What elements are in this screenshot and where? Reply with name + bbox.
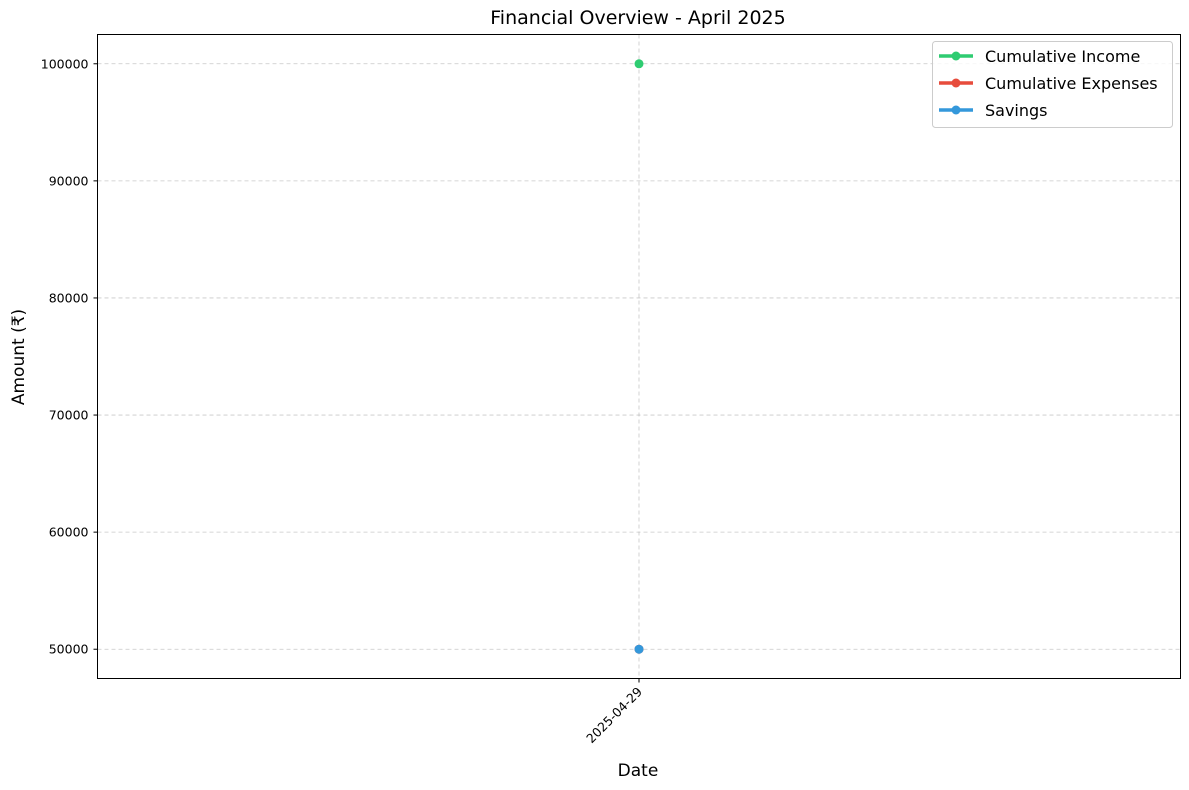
plot-frame [97,34,1181,679]
series-layer [634,59,644,654]
legend-swatch-marker [951,51,961,61]
y-tick-label: 80000 [49,290,89,305]
legend-box [932,41,1173,128]
y-tick-label: 100000 [41,56,89,71]
legend-swatch-marker [951,78,961,88]
legend-swatch-marker [951,105,961,115]
legend-label: Cumulative Expenses [985,74,1158,93]
y-axis-ticks: 50000 60000 70000 80000 90000 100000 [41,56,98,657]
y-tick-label: 60000 [49,525,89,540]
series-savings [634,644,644,654]
y-axis-label: Amount (₹) [9,309,29,405]
y-tick-label: 90000 [49,173,89,188]
data-point-savings [634,644,644,654]
legend-label: Cumulative Income [985,47,1140,66]
chart-title: Financial Overview - April 2025 [490,7,785,29]
legend-item-cumulative-expenses: Cumulative Expenses [939,74,1158,93]
legend-item-cumulative-income: Cumulative Income [939,47,1140,66]
y-tick-label: 50000 [49,642,89,657]
legend-item-savings: Savings [939,101,1048,120]
data-point-cumulative-income [634,59,644,69]
series-cumulative-income [634,59,644,69]
x-axis-label: Date [618,761,659,781]
y-tick-label: 70000 [49,408,89,423]
legend-label: Savings [985,101,1048,120]
legend: Cumulative Income Cumulative Expenses Savi… [932,41,1173,128]
